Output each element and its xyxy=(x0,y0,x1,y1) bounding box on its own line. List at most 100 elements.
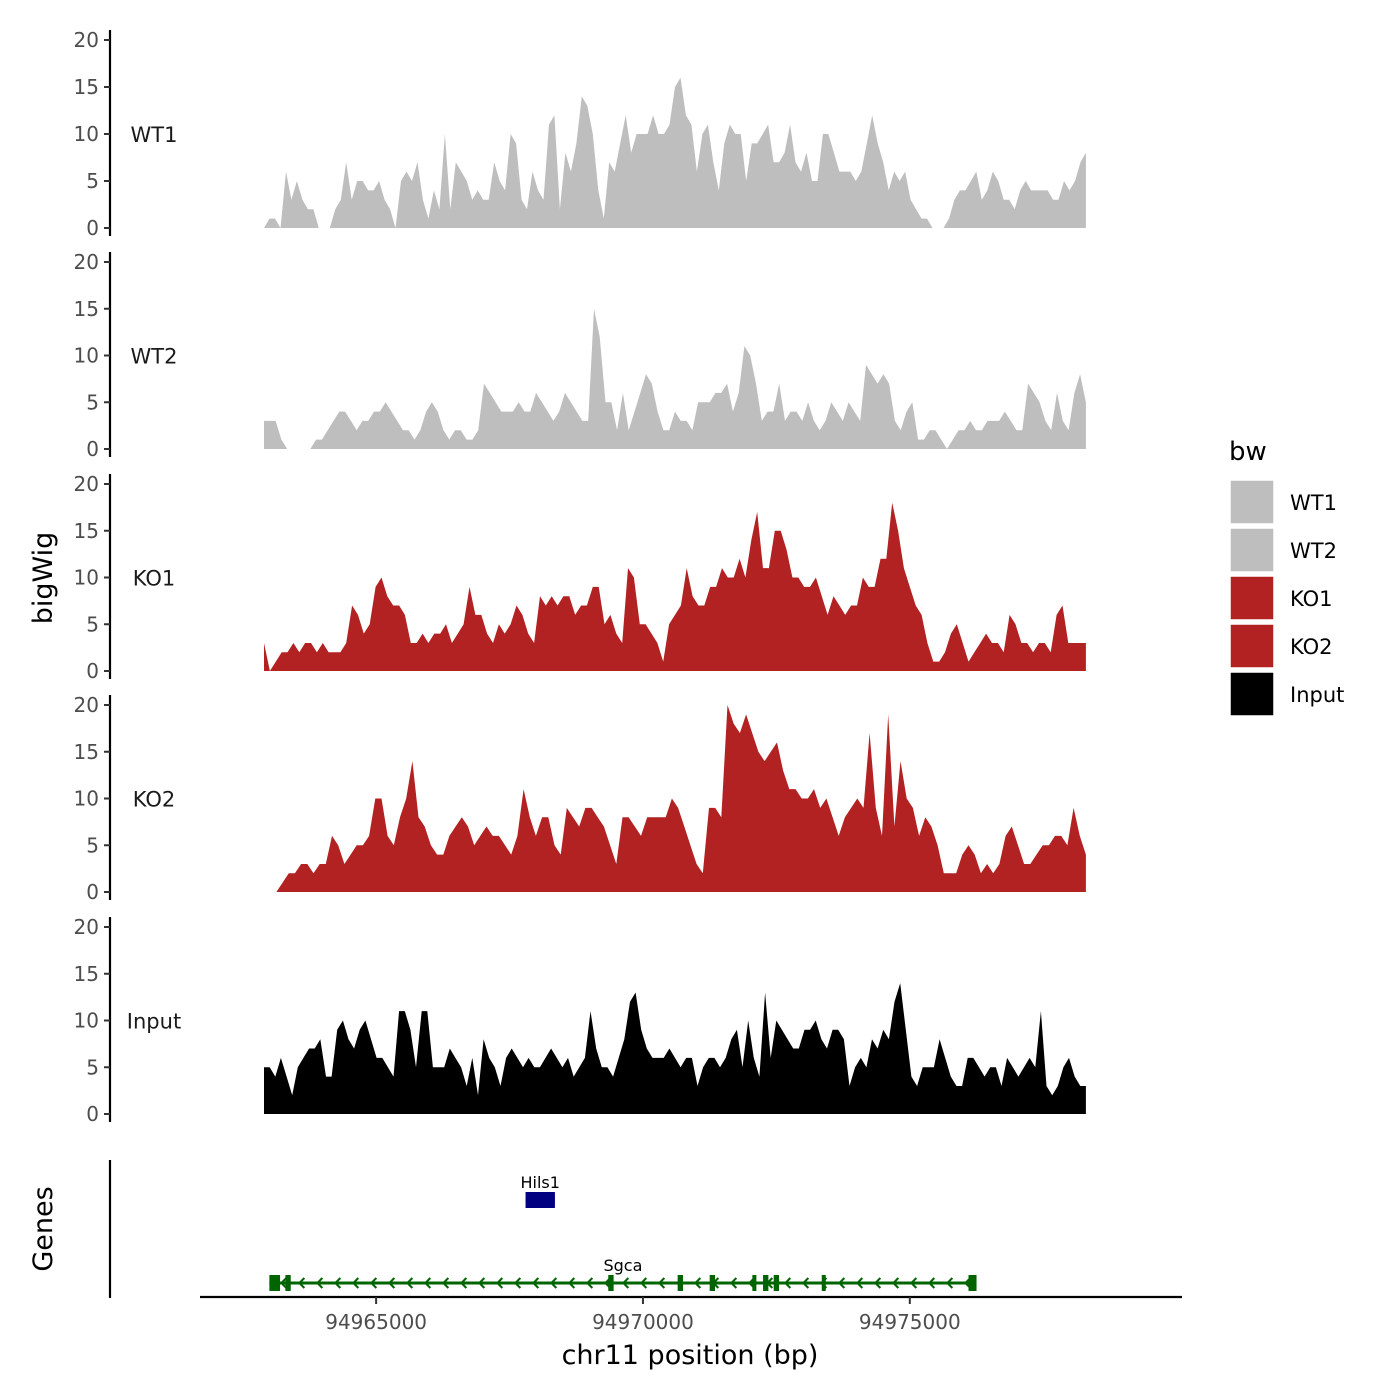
y-tick-label: 5 xyxy=(86,1055,99,1079)
track-wt2: 0 5 10 15 20 WT2 xyxy=(74,250,1086,461)
exon xyxy=(285,1275,291,1291)
exon xyxy=(525,1192,555,1208)
strand-arrow xyxy=(837,1277,846,1289)
y-tick-label: 15 xyxy=(74,962,99,986)
strand-arrow xyxy=(639,1277,648,1289)
strand-arrow xyxy=(945,1277,954,1289)
exon xyxy=(968,1275,977,1291)
track-label: KO1 xyxy=(133,567,176,591)
y-tick-label: 20 xyxy=(74,915,99,939)
y-tick-label: 20 xyxy=(74,472,99,496)
area-ko1 xyxy=(264,502,1086,671)
legend-label: WT2 xyxy=(1290,539,1337,563)
legend-swatch xyxy=(1229,575,1275,621)
y-tick-label: 15 xyxy=(74,740,99,764)
strand-arrow xyxy=(729,1277,738,1289)
track-label: WT1 xyxy=(131,123,178,147)
exon xyxy=(773,1275,780,1291)
strand-arrow xyxy=(567,1277,576,1289)
area-input xyxy=(264,983,1086,1114)
area-wt1 xyxy=(264,77,1086,228)
y-tick-label: 0 xyxy=(86,1102,99,1126)
legend-item-wt2: WT2 xyxy=(1229,527,1337,573)
y-tick-label: 10 xyxy=(74,122,99,146)
area-ko2 xyxy=(264,705,1086,892)
y-tick-label: 20 xyxy=(74,250,99,274)
x-tick-label: 94970000 xyxy=(592,1310,694,1334)
y-tick-label: 10 xyxy=(74,566,99,590)
strand-arrow xyxy=(531,1277,540,1289)
legend-swatch xyxy=(1229,479,1275,525)
legend-item-wt1: WT1 xyxy=(1229,479,1337,525)
legend: bw WT1 WT2 KO1 KO2 Input xyxy=(1229,437,1344,717)
y-tick-label: 10 xyxy=(74,1009,99,1033)
exon xyxy=(709,1275,716,1291)
exon xyxy=(763,1275,769,1291)
exon xyxy=(821,1275,826,1291)
y-tick-label: 15 xyxy=(74,75,99,99)
y-tick-label: 15 xyxy=(74,519,99,543)
strand-arrow xyxy=(441,1277,450,1289)
strand-arrow xyxy=(495,1277,504,1289)
gene-hils1: Hils1 xyxy=(521,1173,560,1208)
legend-item-input: Input xyxy=(1229,671,1344,717)
y-tick-label: 5 xyxy=(86,169,99,193)
strand-arrow xyxy=(909,1277,918,1289)
gene-label: Sgca xyxy=(603,1256,642,1275)
legend-title: bw xyxy=(1229,437,1267,467)
track-ko2: 0 5 10 15 20 KO2 xyxy=(74,693,1086,904)
strand-arrow xyxy=(855,1277,864,1289)
strand-arrow xyxy=(693,1277,702,1289)
y-tick-label: 5 xyxy=(86,612,99,636)
legend-swatch xyxy=(1229,671,1275,717)
track-label: WT2 xyxy=(131,345,178,369)
legend-item-ko2: KO2 xyxy=(1229,623,1333,669)
strand-arrow xyxy=(585,1277,594,1289)
strand-arrow xyxy=(783,1277,792,1289)
strand-arrow xyxy=(513,1277,522,1289)
y-tick-label: 0 xyxy=(86,437,99,461)
strand-arrow xyxy=(279,1277,288,1289)
genes-panel: 94965000 94970000 94975000 Hils1 Sgca xyxy=(108,1160,1182,1334)
strand-arrow xyxy=(927,1277,936,1289)
strand-arrow xyxy=(405,1277,414,1289)
strand-arrow xyxy=(315,1277,324,1289)
x-tick-label: 94965000 xyxy=(325,1310,427,1334)
strand-arrow xyxy=(351,1277,360,1289)
strand-arrow xyxy=(891,1277,900,1289)
y-tick-label: 5 xyxy=(86,833,99,857)
strand-arrow xyxy=(459,1277,468,1289)
track-input: 0 5 10 15 20 Input xyxy=(74,915,1086,1126)
y-tick-label: 20 xyxy=(74,693,99,717)
x-tick-label: 94975000 xyxy=(859,1310,961,1334)
y-tick-label: 15 xyxy=(74,297,99,321)
legend-label: KO1 xyxy=(1290,587,1333,611)
strand-arrow xyxy=(333,1277,342,1289)
legend-label: WT1 xyxy=(1290,491,1337,515)
strand-arrow xyxy=(873,1277,882,1289)
strand-arrow xyxy=(423,1277,432,1289)
exon xyxy=(269,1275,281,1291)
legend-item-ko1: KO1 xyxy=(1229,575,1333,621)
strand-arrow xyxy=(387,1277,396,1289)
coverage-tracks: 0 5 10 15 20 WT1 0 5 10 15 20 WT2 0 5 10 15 20 KO1 0 5 10 15 2… xyxy=(74,28,1086,1126)
track-label: Input xyxy=(127,1010,181,1034)
legend-swatch xyxy=(1229,623,1275,669)
track-ko1: 0 5 10 15 20 KO1 xyxy=(74,472,1086,683)
y-tick-label: 0 xyxy=(86,659,99,683)
gene-sgca: Sgca xyxy=(269,1256,977,1291)
x-axis-title: chr11 position (bp) xyxy=(562,1340,819,1371)
genes-axis-title: Genes xyxy=(28,1186,59,1271)
exon xyxy=(677,1275,683,1291)
y-tick-label: 5 xyxy=(86,390,99,414)
legend-label: Input xyxy=(1290,683,1344,707)
strand-arrow xyxy=(657,1277,666,1289)
track-wt1: 0 5 10 15 20 WT1 xyxy=(74,28,1086,240)
strand-arrow xyxy=(621,1277,630,1289)
y-tick-label: 10 xyxy=(74,787,99,811)
strand-arrow xyxy=(801,1277,810,1289)
area-wt2 xyxy=(264,308,1086,449)
y-axis-title: bigWig xyxy=(28,532,59,625)
track-label: KO2 xyxy=(133,788,176,812)
